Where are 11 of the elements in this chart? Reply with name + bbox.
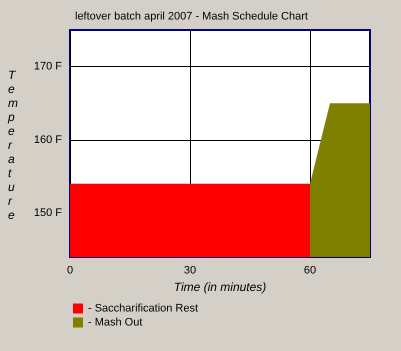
x-tick-label: 0: [66, 264, 74, 276]
legend-label: - Saccharification Rest: [88, 302, 198, 314]
y-tick-label: 160 F: [34, 134, 62, 146]
chart-title: leftover batch april 2007 - Mash Schedule Chart: [75, 10, 308, 22]
y-tick-label: 150 F: [34, 207, 62, 220]
y-tick-label: 170 F: [34, 60, 62, 73]
x-tick-label: 60: [304, 264, 316, 276]
x-tick-label: 30: [184, 264, 196, 276]
x-axis-title: Time (in minutes): [174, 280, 266, 294]
legend-label: - Mash Out: [88, 316, 142, 328]
text: Temperature: [8, 68, 18, 222]
